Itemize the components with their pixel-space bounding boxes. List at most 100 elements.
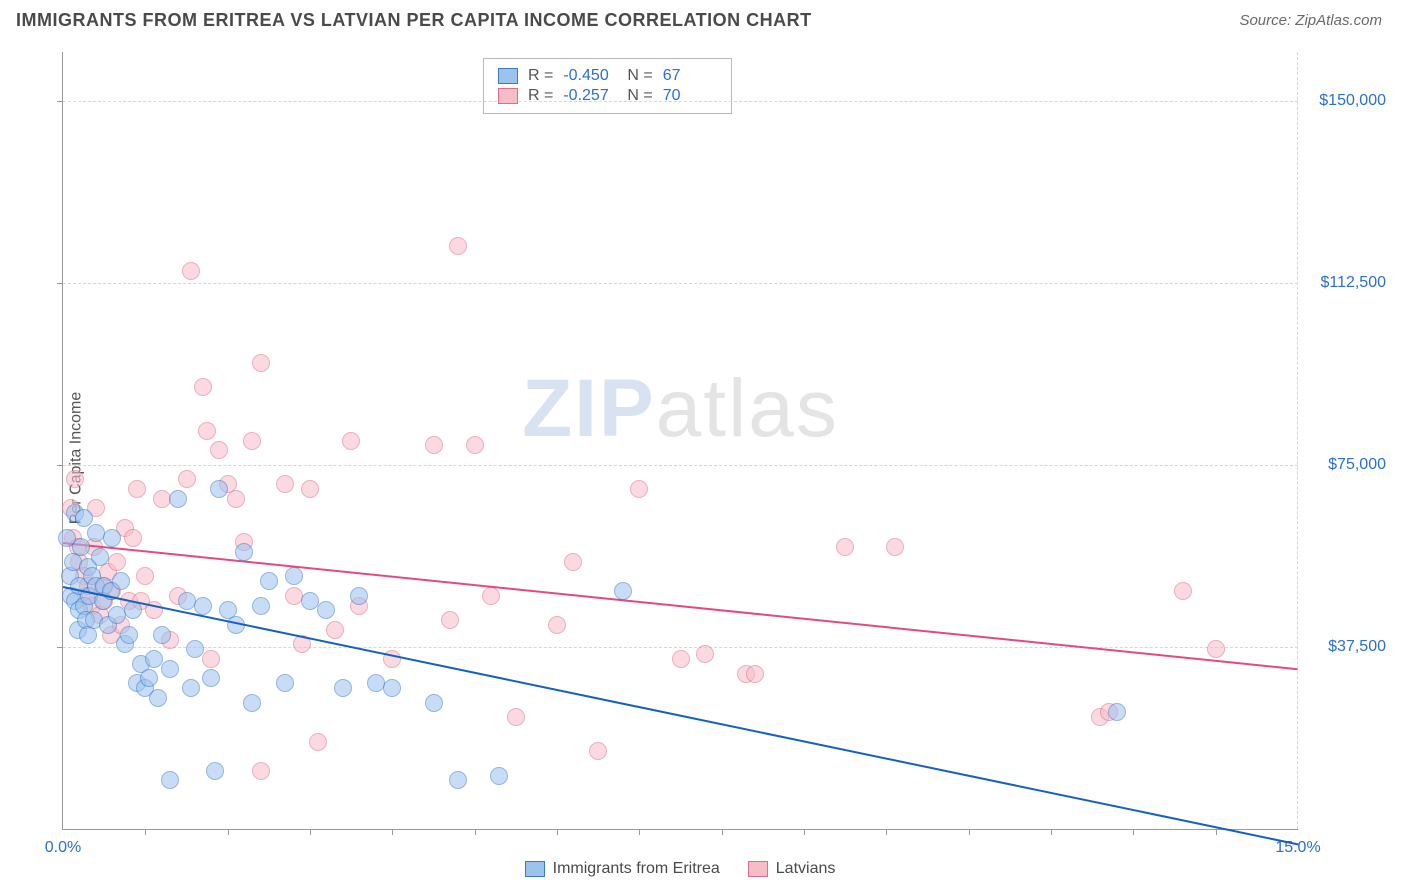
data-point-eritrea xyxy=(276,674,294,692)
data-point-latvian xyxy=(136,567,154,585)
data-point-eritrea xyxy=(210,480,228,498)
data-point-eritrea xyxy=(161,660,179,678)
data-point-eritrea xyxy=(202,669,220,687)
r-label: R = xyxy=(528,67,553,85)
data-point-latvian xyxy=(548,616,566,634)
data-point-eritrea xyxy=(614,582,632,600)
data-point-latvian xyxy=(252,354,270,372)
plot-area: ZIPatlas R = -0.450 N = 67 R = -0.257 N … xyxy=(62,52,1298,830)
r-label: R = xyxy=(528,87,553,105)
data-point-eritrea xyxy=(490,767,508,785)
data-point-latvian xyxy=(342,432,360,450)
data-point-eritrea xyxy=(383,679,401,697)
y-tick-label: $75,000 xyxy=(1302,456,1386,474)
y-tick-label: $112,500 xyxy=(1302,274,1386,292)
data-point-eritrea xyxy=(334,679,352,697)
data-point-eritrea xyxy=(1108,703,1126,721)
r-value-latvian: -0.257 xyxy=(563,87,617,105)
data-point-latvian xyxy=(153,490,171,508)
data-point-latvian xyxy=(482,587,500,605)
data-point-latvian xyxy=(441,611,459,629)
data-point-latvian xyxy=(564,553,582,571)
data-point-eritrea xyxy=(91,548,109,566)
data-point-latvian xyxy=(285,587,303,605)
data-point-latvian xyxy=(746,665,764,683)
data-point-eritrea xyxy=(149,689,167,707)
y-tick-label: $150,000 xyxy=(1302,92,1386,110)
data-point-latvian xyxy=(589,742,607,760)
data-point-eritrea xyxy=(243,694,261,712)
correlation-legend: R = -0.450 N = 67 R = -0.257 N = 70 xyxy=(483,58,732,114)
data-point-eritrea xyxy=(145,650,163,668)
data-point-latvian xyxy=(449,237,467,255)
data-point-eritrea xyxy=(182,679,200,697)
chart-title: IMMIGRANTS FROM ERITREA VS LATVIAN PER C… xyxy=(16,10,812,31)
legend-item-latvian: Latvians xyxy=(748,860,836,878)
data-point-eritrea xyxy=(124,601,142,619)
data-point-latvian xyxy=(243,432,261,450)
source-attribution: Source: ZipAtlas.com xyxy=(1239,12,1382,29)
data-point-eritrea xyxy=(186,640,204,658)
data-point-eritrea xyxy=(367,674,385,692)
x-axis-tick-labels: 0.0%15.0% xyxy=(63,833,1298,857)
r-value-eritrea: -0.450 xyxy=(563,67,617,85)
data-point-latvian xyxy=(198,422,216,440)
data-point-latvian xyxy=(252,762,270,780)
swatch-latvian xyxy=(748,861,768,877)
data-point-eritrea xyxy=(72,538,90,556)
data-point-latvian xyxy=(425,436,443,454)
data-point-eritrea xyxy=(112,572,130,590)
swatch-latvian xyxy=(498,88,518,104)
data-point-eritrea xyxy=(169,490,187,508)
n-value-eritrea: 67 xyxy=(663,67,717,85)
data-point-latvian xyxy=(886,538,904,556)
data-point-latvian xyxy=(630,480,648,498)
data-point-latvian xyxy=(194,378,212,396)
data-point-latvian xyxy=(309,733,327,751)
series-label-latvian: Latvians xyxy=(776,860,836,878)
y-axis-tick-labels: $37,500$75,000$112,500$150,000 xyxy=(1302,52,1386,829)
data-point-latvian xyxy=(672,650,690,668)
legend-row-eritrea: R = -0.450 N = 67 xyxy=(498,67,717,85)
n-value-latvian: 70 xyxy=(663,87,717,105)
data-point-latvian xyxy=(1174,582,1192,600)
data-point-eritrea xyxy=(87,524,105,542)
chart-container: Per Capita Income ZIPatlas R = -0.450 N … xyxy=(16,40,1390,876)
data-point-latvian xyxy=(1207,640,1225,658)
data-point-eritrea xyxy=(108,606,126,624)
data-point-eritrea xyxy=(120,626,138,644)
data-point-eritrea xyxy=(161,771,179,789)
data-point-latvian xyxy=(276,475,294,493)
data-point-eritrea xyxy=(178,592,196,610)
data-point-latvian xyxy=(182,262,200,280)
data-point-latvian xyxy=(202,650,220,668)
data-point-eritrea xyxy=(301,592,319,610)
data-point-eritrea xyxy=(103,529,121,547)
legend-row-latvian: R = -0.257 N = 70 xyxy=(498,87,717,105)
data-point-eritrea xyxy=(449,771,467,789)
data-point-eritrea xyxy=(153,626,171,644)
data-point-latvian xyxy=(227,490,245,508)
data-point-eritrea xyxy=(260,572,278,590)
data-point-eritrea xyxy=(317,601,335,619)
data-point-latvian xyxy=(108,553,126,571)
data-point-latvian xyxy=(301,480,319,498)
data-point-latvian xyxy=(124,529,142,547)
watermark-atlas: atlas xyxy=(656,363,839,454)
data-point-latvian xyxy=(696,645,714,663)
data-point-eritrea xyxy=(140,669,158,687)
swatch-eritrea xyxy=(498,68,518,84)
data-point-eritrea xyxy=(206,762,224,780)
n-label: N = xyxy=(627,87,652,105)
data-point-latvian xyxy=(178,470,196,488)
series-legend: Immigrants from Eritrea Latvians xyxy=(62,860,1298,878)
data-point-eritrea xyxy=(235,543,253,561)
series-label-eritrea: Immigrants from Eritrea xyxy=(553,860,720,878)
data-point-latvian xyxy=(326,621,344,639)
data-point-eritrea xyxy=(285,567,303,585)
data-point-eritrea xyxy=(194,597,212,615)
watermark: ZIPatlas xyxy=(522,362,839,456)
n-label: N = xyxy=(627,67,652,85)
data-point-eritrea xyxy=(350,587,368,605)
legend-item-eritrea: Immigrants from Eritrea xyxy=(525,860,720,878)
